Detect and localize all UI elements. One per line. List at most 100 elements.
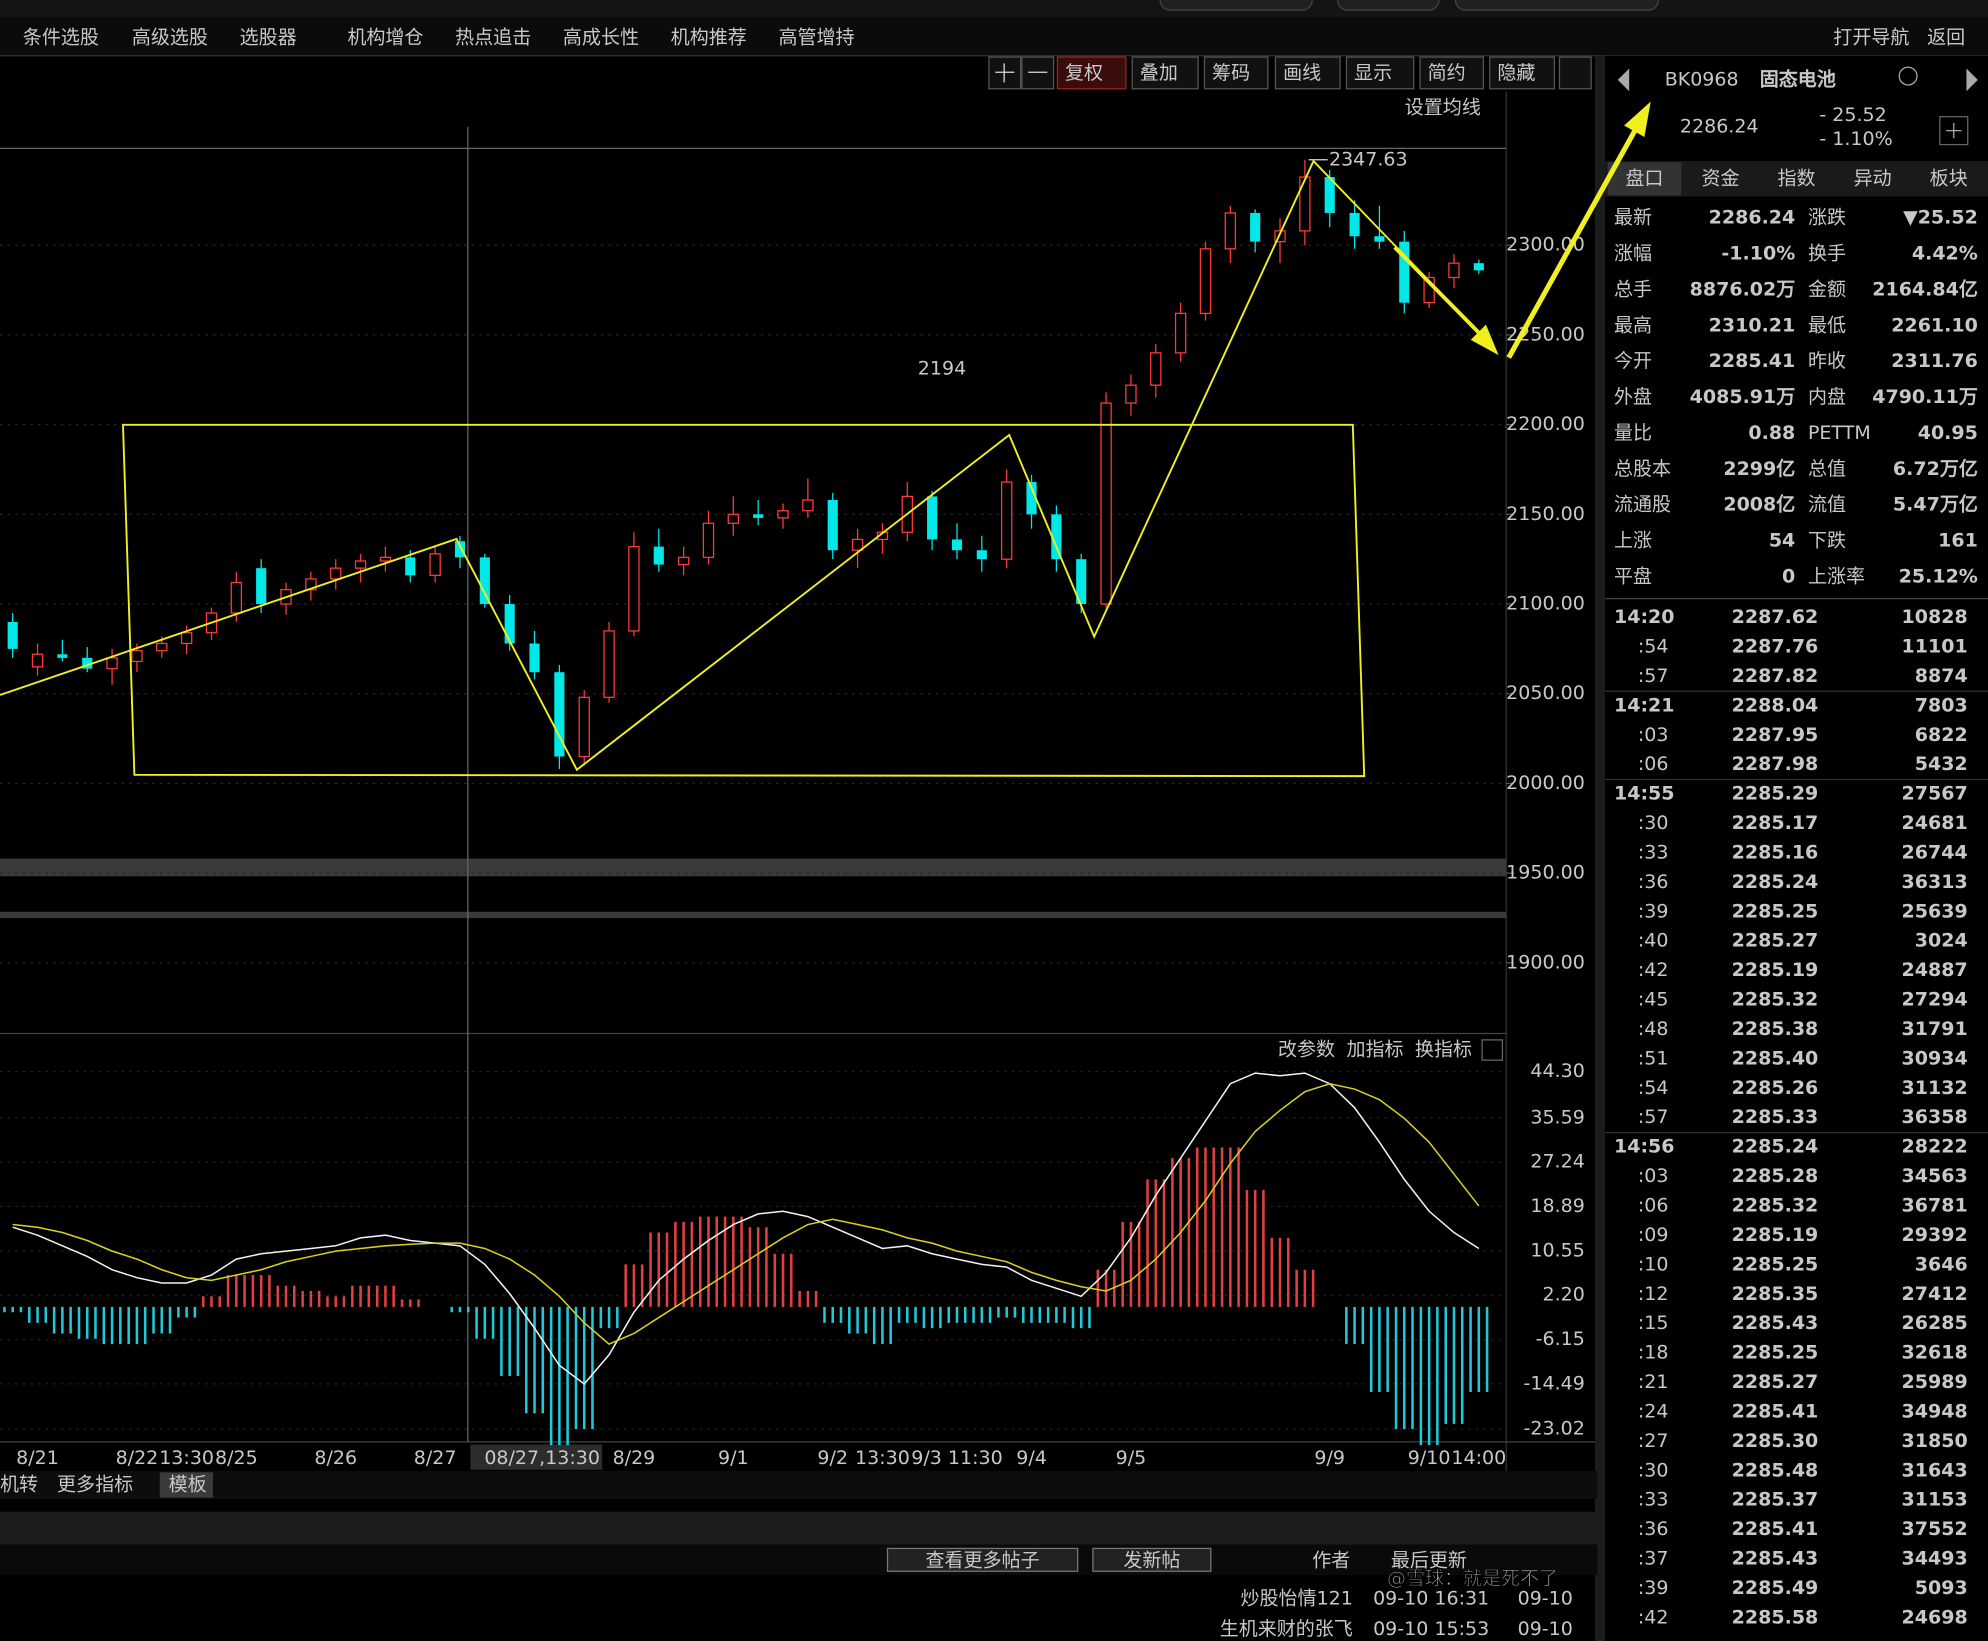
candle-body <box>256 568 267 605</box>
trade-price: 2285.28 <box>1732 1165 1819 1187</box>
trade-price: 2285.33 <box>1732 1106 1819 1128</box>
menu-item[interactable]: 高管增持 <box>778 27 854 49</box>
quote-change: - 25.52 <box>1819 104 1886 126</box>
post-header <box>0 1544 1598 1576</box>
menu-item[interactable]: 打开导航 <box>1833 27 1909 49</box>
toolbar-label[interactable]: 复权 <box>1065 62 1103 84</box>
toolbar-button[interactable] <box>1345 56 1415 90</box>
stat-value: 2286.24 <box>1709 207 1796 229</box>
menu-item[interactable]: 高成长性 <box>563 27 639 49</box>
indicator-button[interactable]: 换指标 <box>1415 1039 1472 1061</box>
candle-body <box>1448 262 1460 279</box>
menu-item[interactable]: 高级选股 <box>132 27 208 49</box>
toolbar-label[interactable]: 筹码 <box>1212 62 1250 84</box>
stat-value: 2310.21 <box>1709 314 1796 336</box>
nav-next[interactable] <box>1966 68 1978 92</box>
candle-body <box>1349 212 1360 237</box>
quote-tab[interactable]: 盘口 <box>1625 167 1663 189</box>
trade-volume: 36781 <box>1902 1195 1968 1217</box>
candle-body <box>106 657 118 670</box>
bottom-tab[interactable]: 更多指标 <box>57 1474 133 1496</box>
candle-body <box>379 556 392 562</box>
section-bar <box>0 1511 1598 1545</box>
quote-tab[interactable]: 资金 <box>1701 167 1739 189</box>
y-tick-label: 2300.00 <box>1506 234 1585 256</box>
crosshair-label-box <box>470 1444 603 1470</box>
x-tick-label: 8/22 <box>116 1447 159 1469</box>
toolbar-button[interactable] <box>1203 56 1269 90</box>
candle-body <box>1051 514 1062 560</box>
x-tick-label: 9/4 <box>1016 1447 1047 1469</box>
stat-label: 上涨 <box>1614 530 1652 552</box>
post-button[interactable] <box>886 1547 1079 1572</box>
toolbar-label[interactable]: 画线 <box>1283 62 1321 84</box>
toolbar-label[interactable]: 隐藏 <box>1497 62 1535 84</box>
candle-body <box>1174 312 1187 354</box>
candle-body <box>57 654 68 658</box>
candle-body <box>31 653 44 668</box>
trade-price: 2285.43 <box>1732 1548 1819 1570</box>
toolbar-button[interactable] <box>1419 56 1485 90</box>
post-author[interactable]: 生机来财的张飞 <box>1220 1618 1353 1640</box>
menu-item[interactable]: 机构增仓 <box>347 27 423 49</box>
post-button[interactable] <box>1092 1547 1212 1572</box>
candle-body <box>1224 212 1237 250</box>
toolbar-label[interactable]: 显示 <box>1354 62 1392 84</box>
x-tick-label: 9/5 <box>1116 1447 1147 1469</box>
trade-volume: 31643 <box>1902 1459 1968 1481</box>
toolbar-button[interactable] <box>1274 56 1341 90</box>
x-tick-label: 14:00 <box>1451 1447 1506 1469</box>
indicator-button[interactable]: 加指标 <box>1346 1039 1403 1061</box>
candle-body <box>603 630 615 698</box>
trade-volume: 25989 <box>1902 1371 1968 1393</box>
quote-tab[interactable]: 指数 <box>1778 167 1816 189</box>
trade-time: :37 <box>1638 1548 1669 1570</box>
trade-price: 2285.58 <box>1732 1606 1819 1628</box>
post-author[interactable]: 炒股怡情121 <box>1240 1588 1352 1610</box>
close-indicator[interactable] <box>1481 1039 1504 1061</box>
y-tick-label: 2000.00 <box>1506 772 1585 794</box>
trade-volume: 32618 <box>1902 1342 1968 1364</box>
candle-body <box>454 541 466 558</box>
post-button-label[interactable]: 发新帖 <box>1123 1550 1180 1572</box>
trade-time: :03 <box>1638 1165 1669 1187</box>
trade-price: 2285.25 <box>1732 900 1819 922</box>
candle-body <box>1299 176 1311 232</box>
bottom-tab[interactable]: 模板 <box>169 1474 207 1496</box>
post-button-label[interactable]: 查看更多帖子 <box>926 1550 1040 1572</box>
candle-body <box>230 581 243 614</box>
ma-setting[interactable]: 设置均线 <box>1405 96 1481 118</box>
quote-price: 2286.24 <box>1680 115 1759 137</box>
indicator-button[interactable]: 改参数 <box>1278 1039 1335 1061</box>
trade-price: 2288.04 <box>1732 694 1819 716</box>
toolbar-button[interactable] <box>1056 56 1127 90</box>
y-tick-label: 2.20 <box>1542 1284 1584 1306</box>
stat-value: 2285.41 <box>1709 350 1796 372</box>
nav-prev[interactable] <box>1617 68 1630 92</box>
trade-time: :54 <box>1638 1077 1669 1099</box>
bottom-tab[interactable]: 机转 <box>0 1474 38 1496</box>
menu-item[interactable]: 机构推荐 <box>671 27 747 49</box>
trade-volume: 26744 <box>1902 841 1968 863</box>
toolbar-button[interactable] <box>1489 56 1556 90</box>
menu-item[interactable]: 选股器 <box>240 27 297 49</box>
toolbar-button[interactable] <box>1131 56 1199 90</box>
quote-tab[interactable]: 板块 <box>1930 167 1968 189</box>
menu-item[interactable]: 返回 <box>1927 27 1965 49</box>
x-tick-label: 8/21 <box>16 1447 59 1469</box>
menu-item[interactable]: 条件选股 <box>23 27 99 49</box>
menu-item[interactable]: 热点追击 <box>455 27 531 49</box>
toolbar-label[interactable]: 简约 <box>1428 62 1466 84</box>
stat-value: 25.12% <box>1899 566 1978 588</box>
quote-tab[interactable]: 异动 <box>1854 167 1892 189</box>
stat-value: 161 <box>1938 530 1978 552</box>
stat-label: 总值 <box>1808 458 1846 480</box>
stat-label: 内盘 <box>1808 386 1846 408</box>
add-button[interactable] <box>1939 116 1969 146</box>
toolbar-label[interactable]: 叠加 <box>1140 62 1178 84</box>
fullscreen[interactable] <box>1558 56 1592 90</box>
trade-price: 2287.82 <box>1732 665 1819 687</box>
candle-body <box>354 560 367 569</box>
post-date: 09-10 <box>1518 1618 1573 1640</box>
